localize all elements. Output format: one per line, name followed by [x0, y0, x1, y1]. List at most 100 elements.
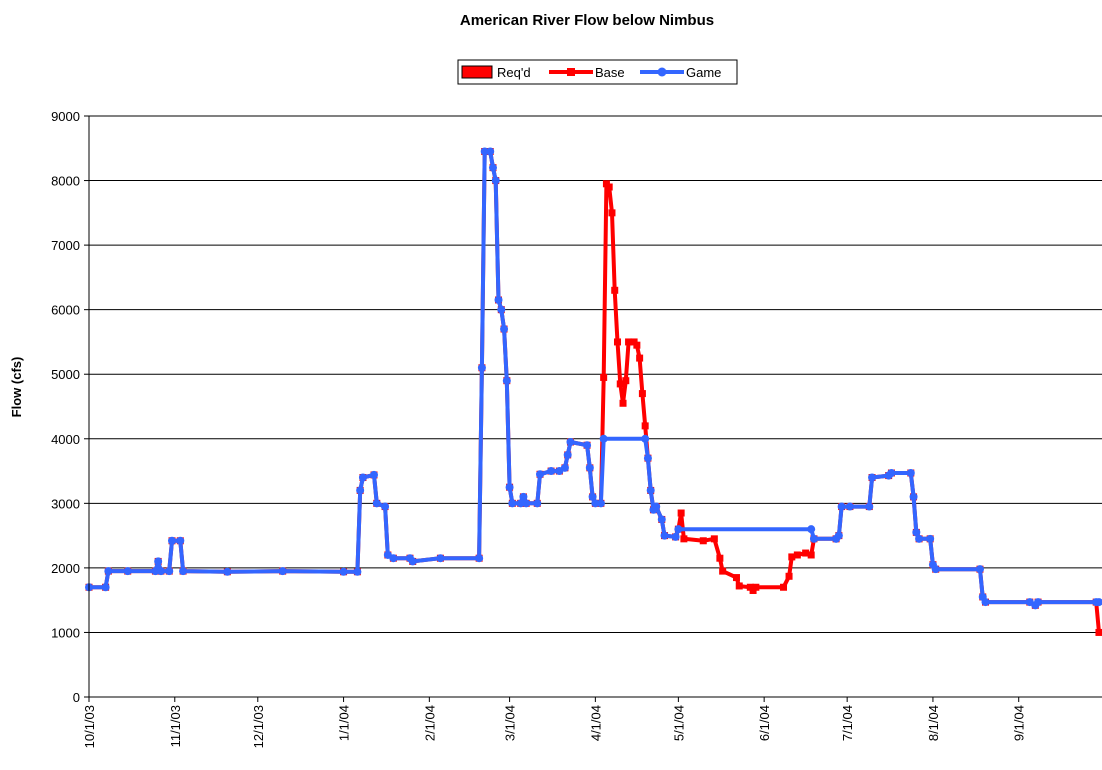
- data-point: [516, 499, 525, 508]
- legend-marker-base: [567, 68, 575, 76]
- y-tick-label: 6000: [51, 303, 80, 318]
- data-point: [785, 572, 793, 580]
- y-tick-label: 3000: [51, 496, 80, 511]
- x-tick-label: 10/1/03: [82, 705, 97, 748]
- data-point: [611, 286, 619, 294]
- legend-box: [457, 59, 738, 85]
- data-point: [223, 567, 232, 576]
- data-point: [807, 525, 816, 534]
- data-point: [339, 567, 348, 576]
- data-point: [536, 470, 545, 479]
- data-point: [719, 567, 727, 575]
- legend-label-reqd: Req'd: [497, 65, 531, 80]
- data-point: [716, 554, 724, 562]
- y-tick-label: 0: [73, 690, 80, 705]
- x-tick-label: 9/1/04: [1012, 705, 1027, 741]
- data-point: [674, 525, 683, 534]
- data-point: [710, 535, 718, 543]
- data-point: [381, 502, 390, 511]
- series-line: [89, 149, 1101, 633]
- x-tick-label: 8/1/04: [926, 705, 941, 741]
- data-point: [104, 567, 113, 576]
- data-point: [1095, 628, 1102, 636]
- data-point: [588, 492, 597, 501]
- data-point: [563, 450, 572, 459]
- data-point: [176, 536, 185, 545]
- data-point: [179, 567, 188, 576]
- data-point: [408, 557, 417, 566]
- data-point: [519, 492, 528, 501]
- data-point: [1094, 598, 1102, 607]
- data-point: [646, 486, 655, 495]
- data-point: [652, 502, 661, 511]
- data-point: [834, 531, 843, 540]
- data-point: [123, 567, 132, 576]
- data-point: [480, 147, 489, 156]
- y-tick-label: 7000: [51, 238, 80, 253]
- data-point: [370, 470, 379, 479]
- data-point: [533, 499, 542, 508]
- data-point: [502, 376, 511, 385]
- series: [85, 147, 1102, 636]
- data-point: [788, 553, 796, 561]
- data-point: [802, 549, 810, 557]
- data-point: [641, 422, 649, 430]
- data-point: [636, 354, 644, 362]
- data-point: [613, 338, 621, 346]
- data-point: [356, 486, 365, 495]
- legend-label-game: Game: [686, 65, 721, 80]
- data-point: [475, 554, 484, 563]
- data-point: [638, 390, 646, 398]
- data-point: [278, 567, 287, 576]
- data-point: [641, 434, 650, 443]
- legend-label-base: Base: [595, 65, 625, 80]
- data-point: [497, 305, 506, 314]
- data-point: [616, 380, 624, 388]
- data-point: [868, 473, 877, 482]
- data-point: [622, 377, 630, 385]
- x-tick-label: 2/1/04: [422, 705, 437, 741]
- series-line: [89, 149, 1099, 608]
- data-point: [154, 557, 163, 566]
- data-point: [680, 535, 688, 543]
- data-point: [101, 583, 110, 592]
- data-point: [583, 441, 592, 450]
- series-base: [85, 148, 1102, 636]
- data-point: [735, 582, 743, 590]
- data-point: [793, 551, 801, 559]
- series-game: [85, 147, 1102, 610]
- data-point: [500, 325, 509, 334]
- data-point: [353, 567, 362, 576]
- data-point: [975, 565, 984, 574]
- x-tick-label: 6/1/04: [757, 705, 772, 741]
- y-tick-label: 4000: [51, 432, 80, 447]
- y-axis-label: Flow (cfs): [9, 357, 24, 418]
- data-point: [358, 473, 367, 482]
- data-point: [807, 551, 815, 559]
- axes: [88, 116, 1102, 698]
- x-tick-label: 7/1/04: [840, 705, 855, 741]
- data-point: [436, 554, 445, 563]
- data-point: [477, 363, 486, 372]
- data-point: [605, 183, 613, 191]
- data-point: [619, 399, 627, 407]
- data-point: [909, 492, 918, 501]
- data-point: [1034, 598, 1043, 607]
- x-tick-label: 1/1/04: [337, 705, 352, 741]
- data-point: [596, 499, 605, 508]
- legend-swatch-reqd: [461, 65, 493, 79]
- legend: Req'd Base Game: [457, 59, 738, 85]
- data-point: [809, 534, 818, 543]
- data-point: [165, 567, 174, 576]
- data-point: [633, 341, 641, 349]
- data-point: [677, 509, 685, 517]
- data-point: [488, 163, 497, 172]
- y-tick-label: 1000: [51, 625, 80, 640]
- legend-marker-game: [657, 67, 667, 77]
- data-point: [389, 554, 398, 563]
- x-ticks: 10/1/03 11/1/03 12/1/03 1/1/04 2/1/04 3/1/04 4…: [82, 697, 1027, 748]
- data-point: [887, 468, 896, 477]
- x-tick-label: 11/1/03: [168, 705, 183, 747]
- data-point: [865, 502, 874, 511]
